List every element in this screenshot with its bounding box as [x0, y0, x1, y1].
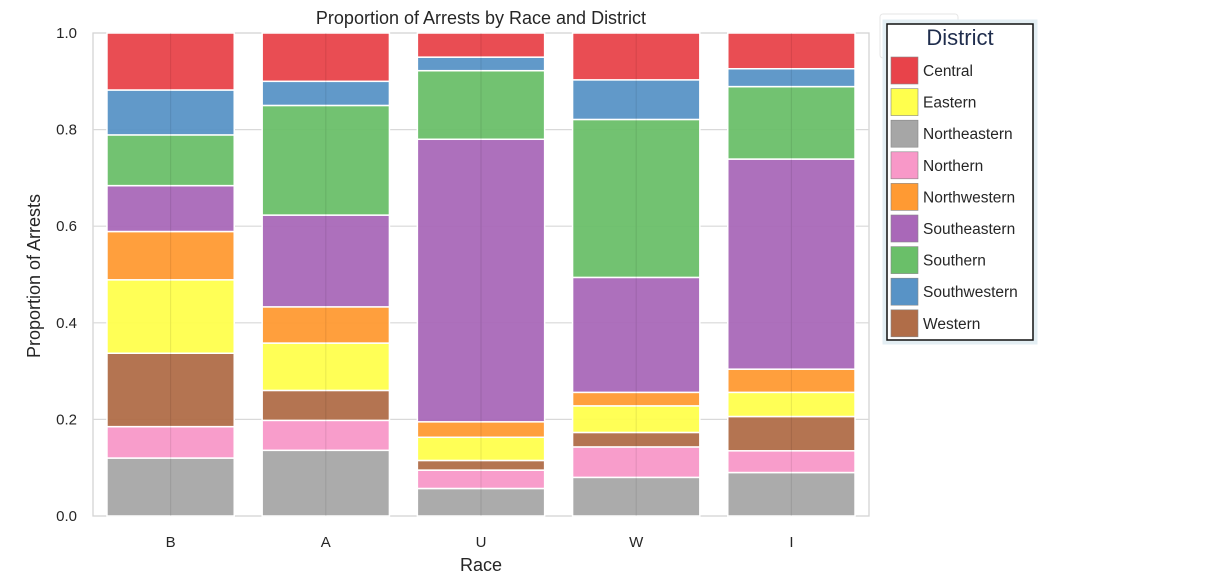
bar-segment-southeastern-a: [261, 214, 391, 308]
bar-segment-eastern-i: [727, 391, 856, 418]
bar-segment-southern-w: [571, 118, 701, 279]
legend-label-northwestern: Northwestern: [923, 189, 1015, 206]
legend-label-northern: Northern: [923, 158, 983, 175]
legend-swatch-eastern: [890, 88, 919, 116]
x-tick-label: A: [321, 534, 331, 551]
legend-label-northeastern: Northeastern: [923, 126, 1013, 143]
legend-label-central: Central: [923, 63, 973, 80]
bar-segment-southwestern-b: [106, 89, 235, 136]
legend-items: Central Eastern Northeastern Northern Northw…: [890, 56, 1018, 338]
legend-label-southern: Southern: [923, 253, 986, 270]
bar-segment-western-i: [727, 415, 856, 452]
bar-segment-eastern-b: [106, 279, 235, 354]
bar-segment-northeastern-u: [416, 487, 546, 517]
y-tick-label: 1.0: [56, 25, 77, 42]
y-axis-label: Proportion of Arrests: [24, 194, 44, 358]
bar-segment-central-u: [416, 32, 546, 58]
bar-segment-western-b: [106, 352, 235, 428]
bars: [106, 32, 856, 517]
x-tick-label: B: [166, 534, 176, 551]
bar-segment-northern-a: [261, 419, 391, 452]
y-tick-label: 0.2: [56, 411, 77, 428]
bar-segment-southeastern-i: [727, 158, 856, 370]
bar-segment-central-w: [571, 32, 701, 81]
x-tick-label: U: [476, 534, 487, 551]
legend-swatch-northern: [890, 151, 919, 180]
bar-segment-northeastern-i: [727, 471, 856, 517]
legend-swatch-southwestern: [890, 277, 919, 306]
y-tick-label: 0.0: [56, 508, 77, 525]
bar-segment-southwestern-w: [571, 79, 701, 121]
bar-segment-southeastern-u: [416, 138, 546, 423]
x-tick-label: I: [789, 534, 793, 551]
bar-segment-northeastern-b: [106, 457, 235, 517]
legend-swatch-southern: [890, 246, 919, 274]
bar-segment-central-b: [106, 32, 235, 91]
legend-label-southwestern: Southwestern: [923, 284, 1018, 301]
bar-segment-central-a: [261, 32, 391, 83]
legend-label-southeastern: Southeastern: [923, 221, 1015, 238]
legend-swatch-northwestern: [890, 183, 919, 211]
bar-segment-western-a: [261, 389, 391, 422]
bar-segment-central-i: [727, 32, 856, 70]
y-tick-label: 0.4: [56, 315, 77, 332]
legend-label-western: Western: [923, 316, 980, 333]
y-tick-label: 0.8: [56, 122, 77, 139]
legend-swatch-western: [890, 309, 919, 338]
legend-swatch-northeastern: [890, 119, 919, 148]
bar-segment-northern-w: [571, 446, 701, 479]
legend-swatch-central: [890, 56, 919, 85]
y-tick-label: 0.6: [56, 218, 77, 235]
bar-segment-southern-u: [416, 69, 546, 141]
legend-title: District: [926, 25, 993, 50]
bar-segment-northwestern-b: [106, 230, 235, 281]
legend-label-eastern: Eastern: [923, 95, 976, 112]
y-tick-labels: 0.0 0.2 0.4 0.6 0.8 1.0: [56, 25, 77, 525]
chart-title: Proportion of Arrests by Race and Distri…: [316, 8, 646, 28]
x-tick-label: W: [629, 534, 644, 551]
legend-swatch-southeastern: [890, 214, 919, 243]
x-axis-label: Race: [460, 555, 502, 575]
bar-segment-southern-b: [106, 134, 235, 187]
legend: District Central Eastern Northeastern North…: [879, 13, 1038, 345]
bar-segment-northeastern-a: [261, 449, 391, 517]
bar-segment-southeastern-w: [571, 276, 701, 394]
bar-segment-southern-a: [261, 104, 391, 216]
